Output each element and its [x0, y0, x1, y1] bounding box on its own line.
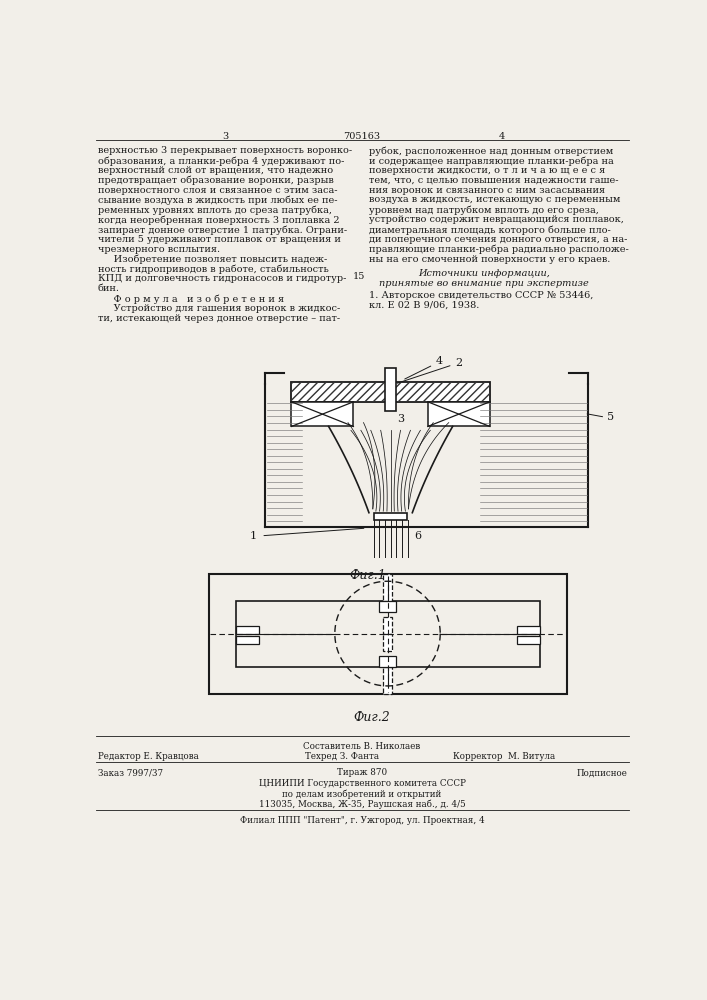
- Text: ность гидроприводов в работе, стабильность: ность гидроприводов в работе, стабильнос…: [98, 264, 329, 274]
- Text: ния воронок и связанного с ним засасывания: ния воронок и связанного с ним засасыван…: [369, 186, 605, 195]
- Bar: [235, 601, 540, 667]
- Text: 1. Авторское свидетельство СССР № 53446,: 1. Авторское свидетельство СССР № 53446,: [369, 291, 593, 300]
- Bar: [383, 634, 392, 651]
- Bar: [379, 656, 396, 667]
- Text: образования, а планки-ребра 4 удерживают по-: образования, а планки-ребра 4 удерживают…: [98, 156, 344, 166]
- Text: Подписное: Подписное: [576, 768, 627, 777]
- Text: КПД и долговечность гидронасосов и гидротур-: КПД и долговечность гидронасосов и гидро…: [98, 274, 346, 283]
- Text: верхностный слой от вращения, что надежно: верхностный слой от вращения, что надежн…: [98, 166, 333, 175]
- Text: ны на его смоченной поверхности у его краев.: ны на его смоченной поверхности у его кр…: [369, 255, 610, 264]
- Text: Заказ 7997/37: Заказ 7997/37: [98, 768, 163, 777]
- Text: кл. Е 02 В 9/06, 1938.: кл. Е 02 В 9/06, 1938.: [369, 301, 479, 310]
- Text: 4: 4: [498, 132, 505, 141]
- Text: 705163: 705163: [344, 132, 380, 141]
- Text: Тираж 870: Тираж 870: [337, 768, 387, 777]
- Text: предотвращает образование воронки, разрыв: предотвращает образование воронки, разры…: [98, 176, 334, 185]
- Bar: [374, 513, 407, 520]
- Bar: [379, 601, 396, 612]
- Bar: [235, 636, 259, 644]
- Text: 3: 3: [397, 414, 404, 424]
- Text: воздуха в жидкость, истекающую с переменным: воздуха в жидкость, истекающую с перемен…: [369, 195, 620, 204]
- Text: 2: 2: [455, 358, 462, 368]
- Text: поверхностного слоя и связанное с этим заса-: поверхностного слоя и связанное с этим з…: [98, 186, 337, 195]
- Text: ременных уровнях вплоть до среза патрубка,: ременных уровнях вплоть до среза патрубк…: [98, 205, 332, 215]
- Text: рубок, расположенное над донным отверстием: рубок, расположенное над донным отверсти…: [369, 146, 613, 156]
- Text: и содержащее направляющие планки-ребра на: и содержащее направляющие планки-ребра н…: [369, 156, 614, 166]
- Bar: [291, 382, 490, 402]
- Text: Редактор Е. Кравцова: Редактор Е. Кравцова: [98, 752, 199, 761]
- Bar: [383, 667, 392, 694]
- Text: бин.: бин.: [98, 284, 119, 293]
- Text: 4: 4: [436, 356, 443, 366]
- Text: Составитель В. Николаев: Составитель В. Николаев: [303, 742, 421, 751]
- Bar: [291, 402, 354, 426]
- Text: верхностью 3 перекрывает поверхность воронко-: верхностью 3 перекрывает поверхность вор…: [98, 146, 352, 155]
- Text: поверхности жидкости, о т л и ч а ю щ е е с я: поверхности жидкости, о т л и ч а ю щ е …: [369, 166, 605, 175]
- Text: Изобретение позволяет повысить надеж-: Изобретение позволяет повысить надеж-: [98, 255, 327, 264]
- Text: устройство содержит невращающийся поплавок,: устройство содержит невращающийся поплав…: [369, 215, 624, 224]
- Text: Фиг.1: Фиг.1: [349, 569, 386, 582]
- Text: диаметральная площадь которого больше пло-: диаметральная площадь которого больше пл…: [369, 225, 611, 235]
- Text: Ф о р м у л а   и з о б р е т е н и я: Ф о р м у л а и з о б р е т е н и я: [98, 294, 284, 304]
- Bar: [517, 626, 540, 634]
- Text: Источники информации,: Источники информации,: [418, 269, 549, 278]
- Text: правляющие планки-ребра радиально расположе-: правляющие планки-ребра радиально распол…: [369, 245, 629, 254]
- Text: 3: 3: [223, 132, 228, 141]
- Text: по делам изобретений и открытий: по делам изобретений и открытий: [282, 789, 442, 799]
- Text: 113035, Москва, Ж-35, Раушская наб., д. 4/5: 113035, Москва, Ж-35, Раушская наб., д. …: [259, 799, 465, 809]
- Text: Техред З. Фанта: Техред З. Фанта: [305, 752, 380, 761]
- Text: чрезмерного всплытия.: чрезмерного всплытия.: [98, 245, 220, 254]
- Text: тем, что, с целью повышения надежности гаше-: тем, что, с целью повышения надежности г…: [369, 176, 619, 185]
- Text: чители 5 удерживают поплавок от вращения и: чители 5 удерживают поплавок от вращения…: [98, 235, 341, 244]
- Text: запирает донное отверстие 1 патрубка. Ограни-: запирает донное отверстие 1 патрубка. Ог…: [98, 225, 347, 235]
- Text: ди поперечного сечения донного отверстия, а на-: ди поперечного сечения донного отверстия…: [369, 235, 627, 244]
- Text: Фиг.2: Фиг.2: [354, 711, 390, 724]
- Text: Корректор  М. Витула: Корректор М. Витула: [452, 752, 555, 761]
- Text: Устройство для гашения воронок в жидкос-: Устройство для гашения воронок в жидкос-: [98, 304, 340, 313]
- Bar: [517, 636, 540, 644]
- Bar: [428, 402, 490, 426]
- Text: 15: 15: [353, 272, 365, 281]
- Bar: [235, 626, 259, 634]
- Text: уровнем над патрубком вплоть до его среза,: уровнем над патрубком вплоть до его срез…: [369, 205, 599, 215]
- Bar: [291, 382, 490, 402]
- Bar: [209, 574, 567, 694]
- Bar: [383, 617, 392, 634]
- Text: ти, истекающей через донное отверстие – пат-: ти, истекающей через донное отверстие – …: [98, 314, 340, 323]
- Text: Филиал ППП "Патент", г. Ужгород, ул. Проектная, 4: Филиал ППП "Патент", г. Ужгород, ул. Про…: [240, 816, 484, 825]
- Text: 5: 5: [607, 412, 614, 422]
- Text: когда неоребренная поверхность 3 поплавка 2: когда неоребренная поверхность 3 поплавк…: [98, 215, 339, 225]
- Text: принятые во внимание при экспертизе: принятые во внимание при экспертизе: [379, 279, 588, 288]
- Text: ЦНИИПИ Государственного комитета СССР: ЦНИИПИ Государственного комитета СССР: [259, 779, 465, 788]
- Bar: [383, 574, 392, 601]
- Text: 1: 1: [250, 531, 257, 541]
- Text: сывание воздуха в жидкость при любых ее пе-: сывание воздуха в жидкость при любых ее …: [98, 195, 337, 205]
- Text: 6: 6: [414, 531, 421, 541]
- Bar: [385, 368, 396, 411]
